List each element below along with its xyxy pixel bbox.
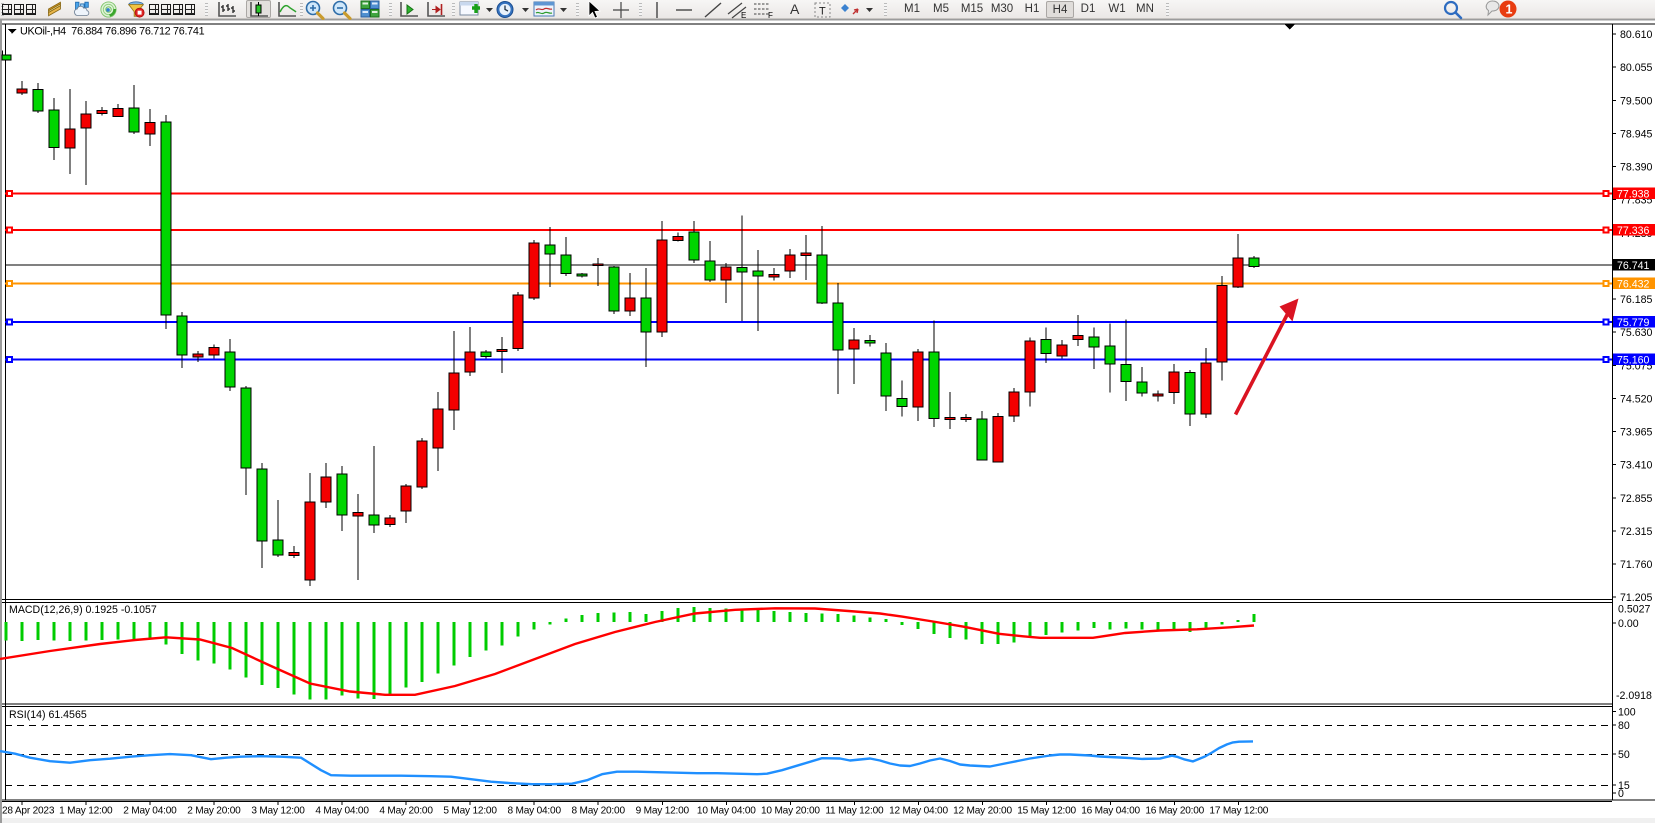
svg-text:75.160: 75.160 xyxy=(1617,354,1650,366)
svg-text:0.00: 0.00 xyxy=(1618,618,1639,630)
svg-text:76.432: 76.432 xyxy=(1617,279,1650,291)
svg-text:4 May 20:00: 4 May 20:00 xyxy=(379,806,433,817)
svg-text:16 May 04:00: 16 May 04:00 xyxy=(1081,806,1140,817)
svg-text:28 Apr 2023: 28 Apr 2023 xyxy=(2,806,55,817)
svg-text:F: F xyxy=(768,11,773,20)
svg-text:76.185: 76.185 xyxy=(1620,294,1653,306)
svg-text:1: 1 xyxy=(1506,3,1513,17)
svg-text:17 May 12:00: 17 May 12:00 xyxy=(1209,806,1268,817)
svg-text:16 May 20:00: 16 May 20:00 xyxy=(1145,806,1204,817)
svg-text:76.741: 76.741 xyxy=(1617,260,1650,272)
svg-text:77.938: 77.938 xyxy=(1617,188,1650,200)
svg-text:75.630: 75.630 xyxy=(1620,327,1653,339)
svg-text:71.760: 71.760 xyxy=(1620,559,1653,571)
svg-text:80.055: 80.055 xyxy=(1620,62,1653,74)
svg-text:2 May 04:00: 2 May 04:00 xyxy=(123,806,177,817)
svg-text:78.945: 78.945 xyxy=(1620,129,1653,141)
svg-text:0: 0 xyxy=(1618,788,1624,800)
svg-text:3 May 12:00: 3 May 12:00 xyxy=(251,806,305,817)
svg-text:4 May 04:00: 4 May 04:00 xyxy=(315,806,369,817)
svg-text:80.610: 80.610 xyxy=(1620,29,1653,41)
svg-text:10 May 20:00: 10 May 20:00 xyxy=(761,806,820,817)
svg-text:12 May 20:00: 12 May 20:00 xyxy=(953,806,1012,817)
svg-text:71.205: 71.205 xyxy=(1620,592,1653,604)
svg-text:T: T xyxy=(819,6,826,18)
svg-text:2 May 20:00: 2 May 20:00 xyxy=(187,806,241,817)
svg-text:79.500: 79.500 xyxy=(1620,95,1653,107)
svg-text:UKOil-,H4 76.884 76.896 76.71: UKOil-,H4 76.884 76.896 76.712 76.741 xyxy=(20,26,205,38)
svg-text:74.520: 74.520 xyxy=(1620,393,1653,405)
svg-text:80: 80 xyxy=(1618,720,1630,732)
svg-text:9 May 12:00: 9 May 12:00 xyxy=(636,806,690,817)
svg-text:10 May 04:00: 10 May 04:00 xyxy=(697,806,756,817)
svg-text:50: 50 xyxy=(1618,749,1630,761)
svg-text:15: 15 xyxy=(1618,780,1630,792)
svg-text:5 May 12:00: 5 May 12:00 xyxy=(443,806,497,817)
svg-text:73.410: 73.410 xyxy=(1620,460,1653,472)
svg-text:8 May 04:00: 8 May 04:00 xyxy=(508,806,562,817)
svg-text:72.315: 72.315 xyxy=(1620,526,1653,538)
svg-text:15 May 12:00: 15 May 12:00 xyxy=(1017,806,1076,817)
svg-text:72.855: 72.855 xyxy=(1620,493,1653,505)
svg-text:-2.0918: -2.0918 xyxy=(1616,690,1652,702)
svg-text:12 May 04:00: 12 May 04:00 xyxy=(889,806,948,817)
svg-text:MACD(12,26,9) 0.1925 -0.1057: MACD(12,26,9) 0.1925 -0.1057 xyxy=(9,604,157,616)
svg-text:E: E xyxy=(741,11,746,20)
svg-text:0.5027: 0.5027 xyxy=(1618,604,1651,616)
svg-text:75.779: 75.779 xyxy=(1617,317,1650,329)
svg-text:8 May 20:00: 8 May 20:00 xyxy=(572,806,626,817)
svg-text:78.390: 78.390 xyxy=(1620,162,1653,174)
svg-text:73.965: 73.965 xyxy=(1620,427,1653,439)
svg-text:77.336: 77.336 xyxy=(1617,225,1650,237)
svg-text:100: 100 xyxy=(1618,707,1636,719)
svg-text:1 May 12:00: 1 May 12:00 xyxy=(59,806,113,817)
svg-text:RSI(14) 61.4565: RSI(14) 61.4565 xyxy=(9,709,87,721)
svg-text:11 May 12:00: 11 May 12:00 xyxy=(825,806,884,817)
